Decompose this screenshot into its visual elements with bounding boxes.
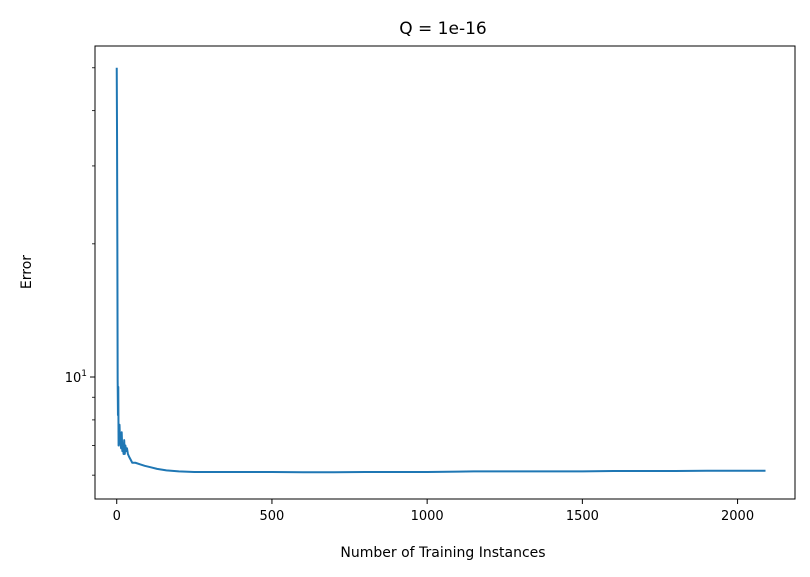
chart-title: Q = 1e-16 <box>399 19 486 39</box>
x-axis-label: Number of Training Instances <box>340 545 545 561</box>
x-tick-label: 1000 <box>411 509 444 524</box>
x-axis-ticks: 0 500 1000 1500 2000 <box>113 499 754 524</box>
y-tick-label: 101 <box>65 369 87 386</box>
x-tick-label: 2000 <box>721 509 754 524</box>
series-layer <box>115 67 766 474</box>
y-axis-label: Error <box>19 255 35 289</box>
x-tick-label: 500 <box>260 509 285 524</box>
x-tick-label: 0 <box>113 509 121 524</box>
series-line <box>115 67 766 474</box>
plot-frame <box>94 45 796 500</box>
y-tick-label-base: 10 <box>65 371 82 386</box>
y-axis-ticks: 101 <box>65 67 95 476</box>
y-tick-label-exponent: 1 <box>81 369 87 379</box>
x-tick-label: 1500 <box>566 509 599 524</box>
